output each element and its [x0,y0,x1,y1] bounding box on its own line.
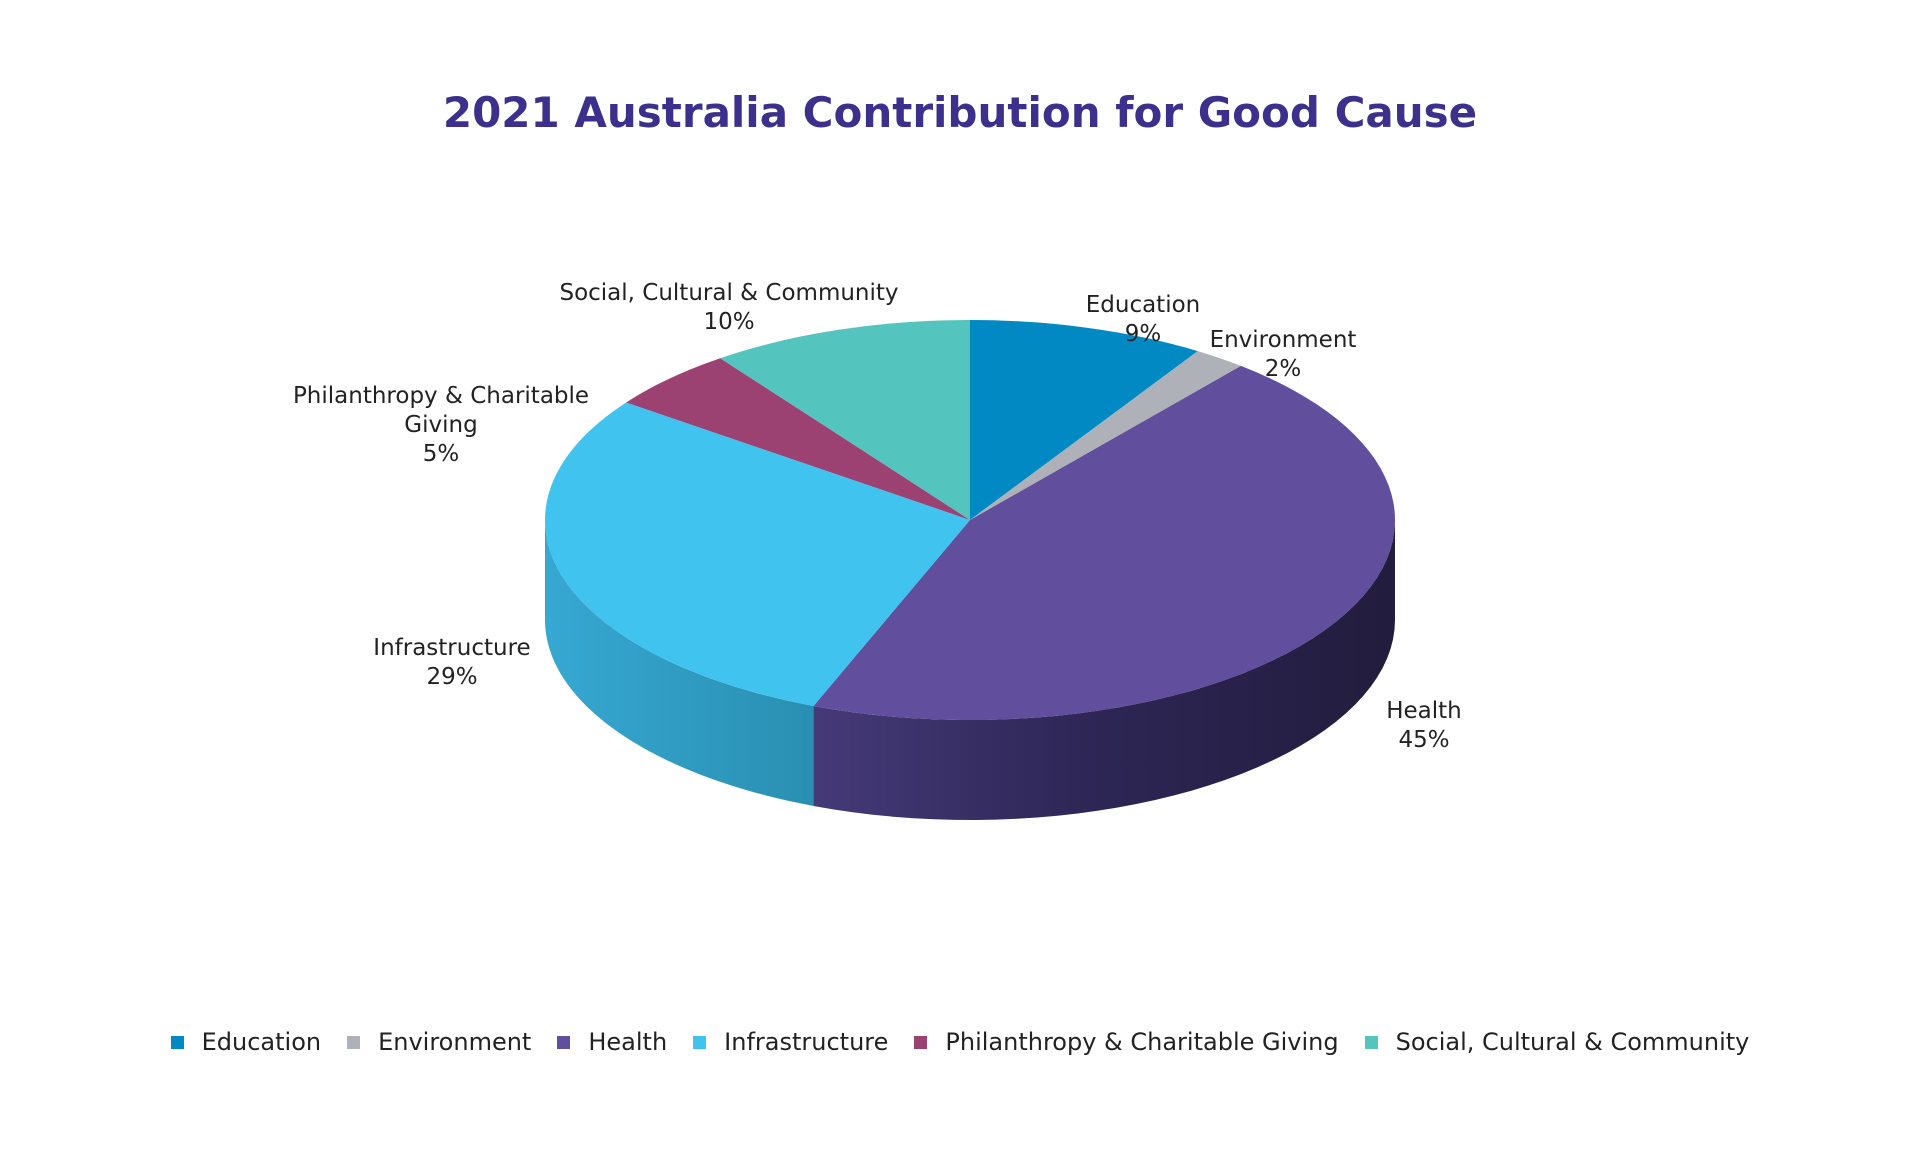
pie-side-infrastructure [545,520,814,806]
pie-side-health [813,520,1395,820]
legend-item-health: Health [557,1028,667,1056]
pie-slice-environment [970,351,1241,520]
data-label-philanthropy-charitable-giving: Philanthropy & Charitable Giving 5% [293,383,589,467]
legend-swatch [347,1035,361,1049]
pie-slice-philanthropy-charitable-giving [626,358,970,520]
data-label-health: Health 45% [1386,698,1462,753]
legend-label: Environment [378,1028,532,1056]
pie-sides [545,520,1395,820]
legend-label: Infrastructure [724,1028,889,1056]
pie-slice-education [970,320,1198,520]
legend: Education Environment Health Infrastructure… [0,1028,1920,1056]
legend-swatch [557,1035,571,1049]
data-label-education: Education 9% [1086,292,1201,347]
data-label-infrastructure: Infrastructure 29% [373,635,530,690]
data-label-environment: Environment 2% [1210,327,1357,382]
legend-swatch [693,1035,707,1049]
legend-item-infrastructure: Infrastructure [693,1028,888,1056]
legend-label: Social, Cultural & Community [1395,1028,1750,1056]
data-label-social-cultural-community: Social, Cultural & Community 10% [559,280,898,335]
legend-item-education: Education [170,1028,322,1056]
legend-swatch [1364,1035,1378,1049]
pie-chart: Education 9% Environment 2% Health 45% Infrast… [293,280,1462,820]
data-labels: Education 9% Environment 2% Health 45% Infrast… [293,280,1462,753]
legend-label: Education [201,1028,322,1056]
chart-title: 2021 Australia Contribution for Good Cau… [442,88,1478,137]
legend-label: Health [588,1028,668,1056]
legend-label: Philanthropy & Charitable Giving [945,1028,1339,1056]
pie-slice-social-cultural-community [720,320,970,520]
legend-item-philanthropy-charitable-giving: Philanthropy & Charitable Giving [914,1028,1339,1056]
pie-slice-health [813,365,1396,721]
legend-item-social-cultural-community: Social, Cultural & Community [1364,1028,1750,1056]
pie-slice-infrastructure [544,402,970,706]
legend-swatch [914,1035,928,1049]
pie-slices [544,320,1396,721]
legend-item-environment: Environment [347,1028,531,1056]
legend-swatch [170,1035,184,1049]
